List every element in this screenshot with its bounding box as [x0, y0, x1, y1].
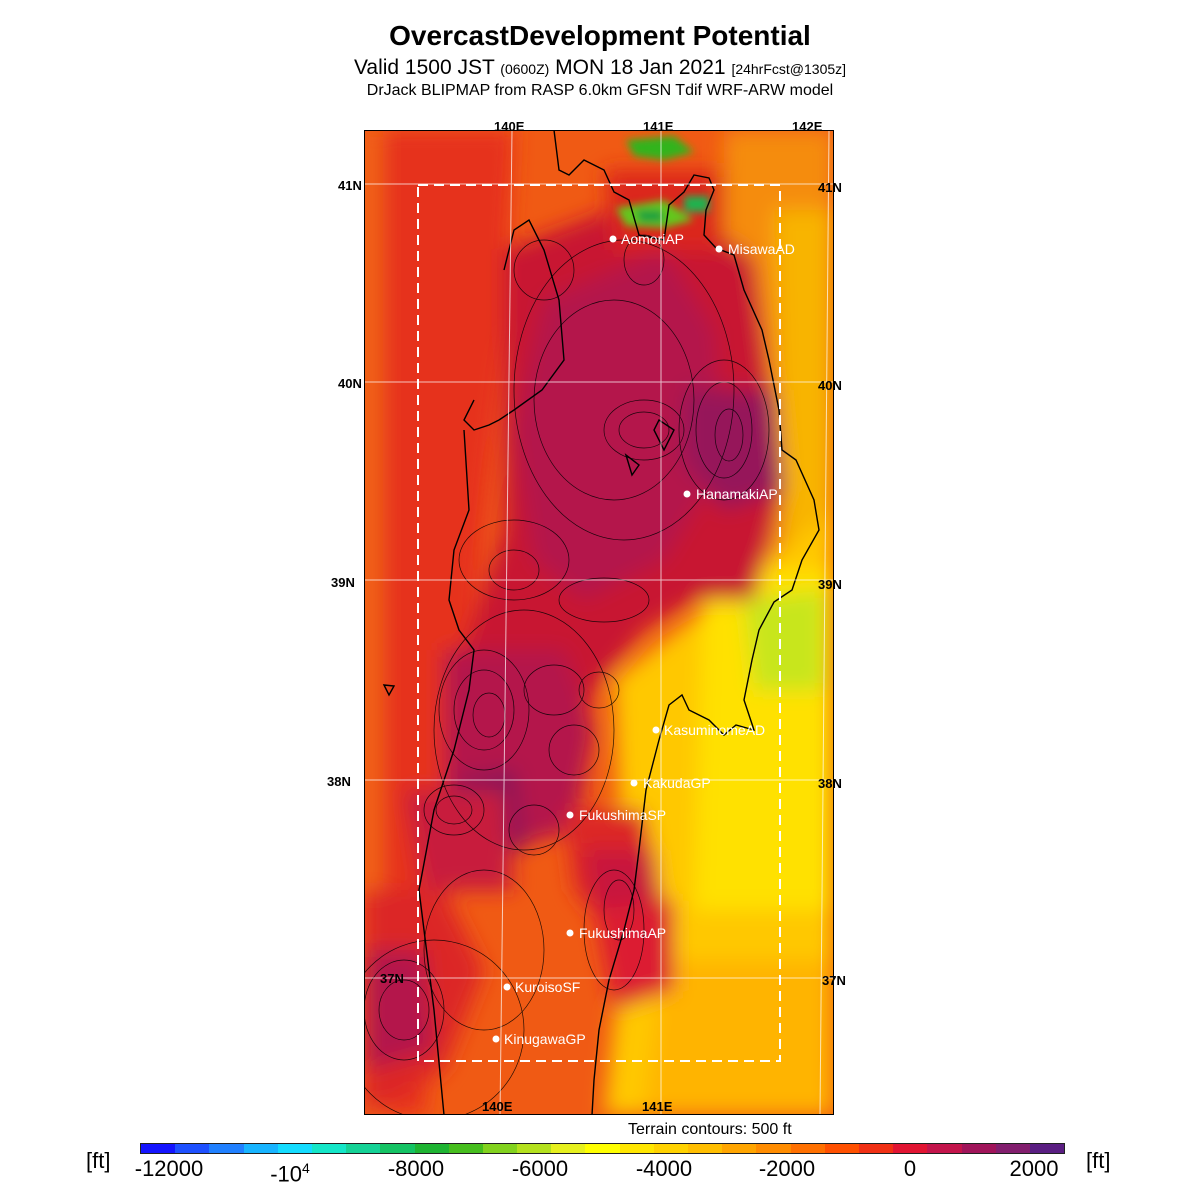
inner-domain-box — [417, 184, 781, 1062]
map-svg: AomoriAP MisawaAD HanamakiAP KasuminomeA… — [364, 130, 834, 1115]
colorbar-swatch — [995, 1144, 1030, 1153]
station-kinugawagp[interactable]: KinugawaGP — [492, 1031, 586, 1047]
map-title: OvercastDevelopment Potential — [389, 20, 811, 51]
lat-label-right: 39N — [818, 577, 842, 592]
station-label: FukushimaAP — [579, 925, 666, 941]
station-misawaad[interactable]: MisawaAD — [715, 241, 795, 257]
colorbar-swatch — [482, 1144, 518, 1153]
colorbar-swatch — [688, 1144, 723, 1153]
colorbar-tick-label: -8000 — [387, 1156, 445, 1181]
lon-label-top: 140E — [494, 119, 525, 134]
lat-label-left: 38N — [327, 774, 351, 789]
colorbar-swatch — [209, 1144, 244, 1153]
valid-time-line: Valid 1500 JST (0600Z) MON 18 Jan 2021 [… — [0, 56, 1200, 80]
station-label: KinugawaGP — [504, 1031, 586, 1047]
lat-label-left: 41N — [338, 178, 362, 193]
colorbar-unit-right: [ft] — [1086, 1148, 1111, 1173]
colorbar-tick-label: 2000 — [1009, 1156, 1059, 1181]
colorbar-swatch — [893, 1144, 928, 1153]
colorbar-swatch — [824, 1144, 859, 1153]
colorbar-tick-label-base: -10 — [270, 1161, 302, 1187]
lat-label-left: 39N — [331, 575, 355, 590]
colorbar-tick-label: -2000 — [758, 1156, 816, 1181]
colorbar-swatch — [448, 1144, 483, 1153]
map-frame — [364, 130, 834, 1115]
lon-label-top: 142E — [792, 119, 823, 134]
station-label: HanamakiAP — [696, 486, 778, 502]
station-kakudagp[interactable]: KakudaGP — [630, 775, 711, 791]
lat-label-right: 38N — [818, 776, 842, 791]
colorbar-swatch — [414, 1144, 449, 1153]
valid-time-utc: (0600Z) — [500, 61, 550, 77]
colorbar-swatch — [927, 1144, 962, 1153]
colorbar-swatch — [1029, 1144, 1065, 1153]
colorbar-swatch — [346, 1144, 381, 1153]
valid-time: Valid 1500 JST — [353, 56, 495, 79]
colorbar-swatch — [175, 1144, 210, 1153]
lon-label-bottom: 140E — [482, 1099, 513, 1114]
station-label: KakudaGP — [643, 775, 711, 791]
colorbar-swatch — [277, 1144, 312, 1153]
lon-label-top: 141E — [643, 119, 674, 134]
station-fukushimaap[interactable]: FukushimaAP — [566, 925, 667, 941]
terrain-contours — [364, 234, 770, 1115]
station-label: KasuminomeAD — [664, 722, 765, 738]
colorbar-tick-label: 0 — [903, 1156, 917, 1181]
colorbar-swatch — [722, 1144, 757, 1153]
colorbar-swatch — [311, 1144, 347, 1153]
colorbar-tick-label-exponent: 4 — [302, 1160, 310, 1176]
colorbar-swatch — [858, 1144, 894, 1153]
colorbar-swatch — [243, 1144, 278, 1153]
station-aomoriap[interactable]: AomoriAP — [609, 231, 685, 247]
colorbar-swatch — [619, 1144, 654, 1153]
station-label: KuroisoSF — [515, 979, 580, 995]
lat-label-left: 37N — [380, 971, 404, 986]
station-label: FukushimaSP — [579, 807, 666, 823]
colorbar-swatch — [790, 1144, 825, 1153]
lat-label-right: 37N — [822, 973, 846, 988]
colorbar-tick-label: -104 — [270, 1160, 310, 1187]
lat-label-left: 40N — [338, 376, 362, 391]
station-label: AomoriAP — [621, 231, 684, 247]
colorbar-swatch — [653, 1144, 688, 1153]
coastline — [382, 130, 820, 1115]
station-label: MisawaAD — [728, 241, 795, 257]
valid-date: MON 18 Jan 2021 — [555, 56, 726, 79]
colorbar — [140, 1143, 1065, 1154]
lat-label-right: 40N — [818, 378, 842, 393]
forecast-map: AomoriAP MisawaAD HanamakiAP KasuminomeA… — [364, 130, 834, 1115]
colorbar-swatch — [551, 1144, 586, 1153]
colorbar-tick-label: -12000 — [134, 1156, 204, 1181]
colorbar-swatch — [517, 1144, 552, 1153]
colorbar-swatch — [141, 1144, 176, 1153]
model-description: DrJack BLIPMAP from RASP 6.0km GFSN Tdif… — [366, 82, 834, 99]
colorbar-tick-label: -4000 — [635, 1156, 693, 1181]
station-fukushimasp[interactable]: FukushimaSP — [566, 807, 667, 823]
station-hanamakiap[interactable]: HanamakiAP — [683, 486, 778, 502]
station-markers: AomoriAP MisawaAD HanamakiAP KasuminomeA… — [492, 231, 795, 1047]
terrain-contour-note: Terrain contours: 500 ft — [628, 1121, 792, 1138]
station-kasuminomead[interactable]: KasuminomeAD — [652, 722, 766, 738]
colorbar-swatch — [756, 1144, 791, 1153]
station-kuroisosf[interactable]: KuroisoSF — [503, 979, 581, 995]
colorbar-tick-label: -6000 — [511, 1156, 569, 1181]
colorbar-swatch — [961, 1144, 996, 1153]
colorbar-swatch — [585, 1144, 620, 1153]
lon-label-bottom: 141E — [642, 1099, 673, 1114]
lat-label-right: 41N — [818, 180, 842, 195]
colorbar-swatch — [380, 1144, 415, 1153]
forecast-info: [24hrFcst@1305z] — [731, 61, 847, 77]
colorbar-unit-left: [ft] — [86, 1148, 111, 1173]
